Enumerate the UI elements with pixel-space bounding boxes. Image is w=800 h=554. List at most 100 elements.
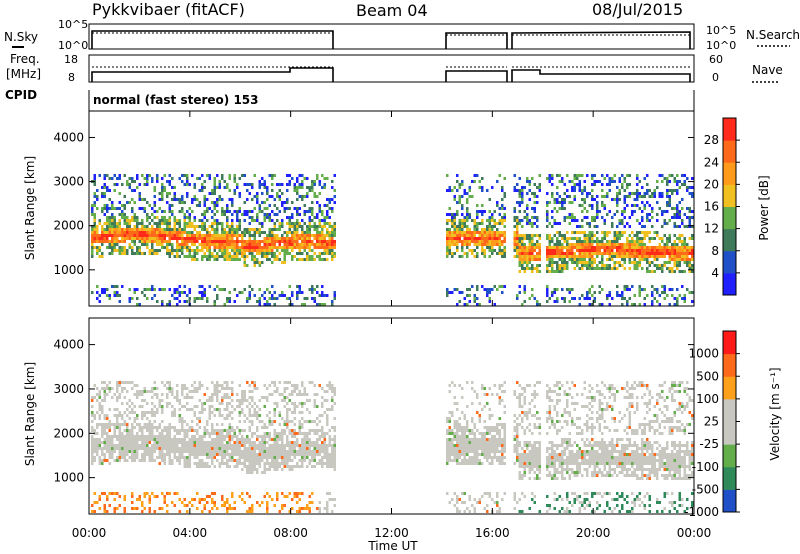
power-cell (591, 303, 594, 306)
power-cell (261, 210, 264, 213)
power-cell (198, 204, 201, 207)
velocity-cell (236, 441, 239, 444)
power-cell (216, 294, 219, 297)
power-cell (518, 270, 521, 273)
power-cell (321, 246, 324, 249)
power-cell (453, 252, 456, 255)
power-cell (286, 189, 289, 192)
power-cell (96, 198, 99, 201)
power-cell (221, 213, 224, 216)
velocity-cell (301, 423, 304, 426)
power-cell (196, 198, 199, 201)
velocity-cell (191, 498, 194, 501)
power-cell (451, 216, 454, 219)
velocity-cell (151, 435, 154, 438)
power-cell (111, 213, 114, 216)
velocity-cell (191, 390, 194, 393)
velocity-cell (191, 396, 194, 399)
power-cell (496, 204, 499, 207)
power-cell (101, 255, 104, 258)
power-cell (133, 219, 136, 222)
velocity-cell (243, 456, 246, 459)
velocity-cell (106, 447, 109, 450)
power-cell (326, 222, 329, 225)
velocity-cell (181, 405, 184, 408)
power-cell (271, 243, 274, 246)
power-cell (623, 210, 626, 213)
power-cell (481, 213, 484, 216)
power-cell (113, 222, 116, 225)
date-title: 08/Jul/2015 (592, 0, 683, 19)
power-cell (638, 240, 641, 243)
power-cell (161, 219, 164, 222)
power-cell (313, 297, 316, 300)
power-cell (556, 243, 559, 246)
power-cell (151, 252, 154, 255)
velocity-cell (273, 408, 276, 411)
power-cell (218, 183, 221, 186)
power-cell (671, 255, 674, 258)
velocity-cell (91, 510, 94, 513)
power-cell (613, 234, 616, 237)
power-cell (603, 219, 606, 222)
power-cell (496, 180, 499, 183)
power-cell (676, 204, 679, 207)
power-cell (523, 249, 526, 252)
power-cell (518, 252, 521, 255)
power-cell (688, 291, 691, 294)
power-cell (581, 249, 584, 252)
power-cell (298, 222, 301, 225)
power-cell (478, 243, 481, 246)
power-cell (658, 237, 661, 240)
power-cell (481, 228, 484, 231)
velocity-cell (203, 465, 206, 468)
power-cell (618, 252, 621, 255)
power-cell (146, 174, 149, 177)
power-cell (161, 231, 164, 234)
power-cell (536, 186, 539, 189)
power-cell (478, 231, 481, 234)
velocity-cell (131, 426, 134, 429)
power-cell (128, 243, 131, 246)
velocity-cell (186, 429, 189, 432)
power-cell (301, 198, 304, 201)
power-cell (476, 216, 479, 219)
power-cell (236, 237, 239, 240)
power-cell (321, 213, 324, 216)
power-cell (636, 219, 639, 222)
power-cell (521, 249, 524, 252)
velocity-cell (141, 447, 144, 450)
power-cell (288, 243, 291, 246)
power-cell (186, 183, 189, 186)
power-cell (258, 204, 261, 207)
power-cell (486, 225, 489, 228)
power-cell (213, 204, 216, 207)
power-cell (293, 237, 296, 240)
power-cell (611, 258, 614, 261)
power-cell (468, 216, 471, 219)
velocity-cell (186, 408, 189, 411)
velocity-cell (286, 441, 289, 444)
power-cell (538, 243, 541, 246)
power-cell (303, 177, 306, 180)
velocity-cell (248, 411, 251, 414)
power-cell (523, 252, 526, 255)
velocity-cell (113, 408, 116, 411)
velocity-cell (283, 444, 286, 447)
power-cell (691, 249, 694, 252)
velocity-cell (266, 387, 269, 390)
power-cell (106, 246, 109, 249)
power-cell (93, 204, 96, 207)
colorbar-tick-label: 28 (704, 133, 719, 147)
power-cell (291, 216, 294, 219)
power-cell (531, 243, 534, 246)
velocity-cell (263, 447, 266, 450)
power-cell (268, 204, 271, 207)
velocity-cell (283, 465, 286, 468)
power-cell (106, 219, 109, 222)
power-cell (531, 252, 534, 255)
power-cell (468, 288, 471, 291)
power-cell (296, 252, 299, 255)
power-cell (503, 195, 506, 198)
velocity-cell (101, 426, 104, 429)
